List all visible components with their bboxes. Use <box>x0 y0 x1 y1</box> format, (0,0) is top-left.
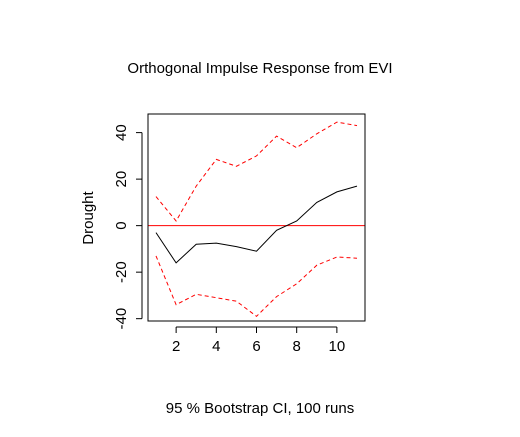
x-tick-label: 8 <box>293 338 301 355</box>
bootstrap-ci-note: 95 % Bootstrap CI, 100 runs <box>165 400 355 417</box>
x-tick-label: 4 <box>212 338 220 355</box>
y-tick-label: 0 <box>113 221 130 229</box>
plot-frame <box>147 113 366 322</box>
y-tick-label: -20 <box>113 261 130 283</box>
y-axis-label: Drought <box>80 190 97 244</box>
y-tick-label: -40 <box>113 308 130 330</box>
x-tick-label: 6 <box>252 338 260 355</box>
series-line-lower <box>155 255 358 317</box>
x-tick-label: 2 <box>172 338 180 355</box>
series-line-estimate <box>155 185 358 264</box>
series-line-upper <box>155 121 358 222</box>
y-tick-label: 20 <box>113 171 130 188</box>
y-tick-label: 40 <box>113 124 130 141</box>
chart-title: Orthogonal Impulse Response from EVI <box>127 60 393 77</box>
x-tick-label: 10 <box>329 338 346 355</box>
